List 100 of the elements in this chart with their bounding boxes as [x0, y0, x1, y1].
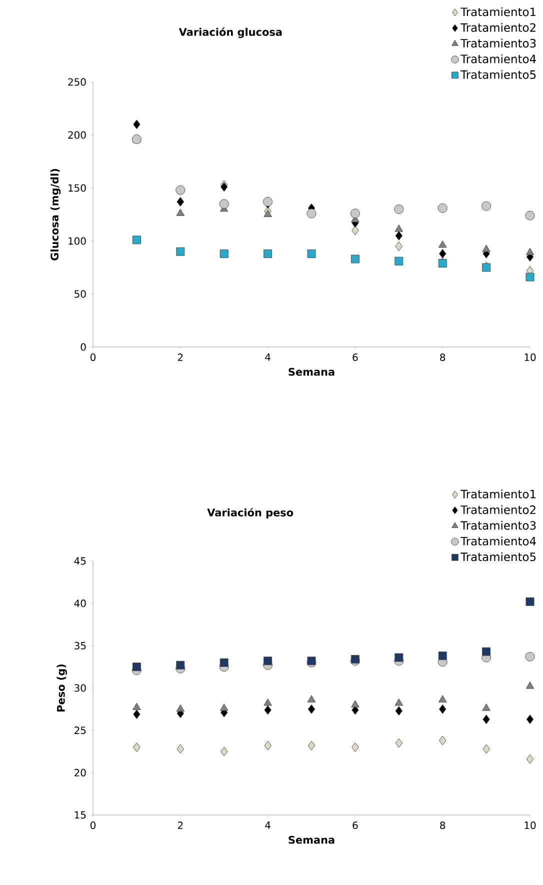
x-tick-label: 2 [178, 822, 183, 829]
y-tick-label: 100 [68, 237, 86, 245]
point [438, 652, 447, 660]
point [220, 658, 228, 667]
point [352, 742, 359, 752]
point [482, 704, 490, 711]
point [176, 208, 185, 216]
point [264, 249, 272, 258]
x-tick-label: 10 [524, 822, 536, 830]
point [264, 705, 272, 715]
point [526, 248, 534, 256]
point [176, 247, 185, 256]
point [438, 240, 447, 248]
point [176, 744, 184, 754]
point [438, 203, 448, 213]
point [526, 714, 534, 724]
point [264, 698, 272, 706]
point [308, 704, 316, 714]
legend-label: Tratamiento5 [460, 70, 536, 79]
point [526, 682, 534, 689]
chart-title: Variación glucosa [178, 27, 282, 38]
y-tick-label: 35 [74, 642, 86, 650]
y-tick-label: 150 [68, 184, 86, 192]
point [395, 738, 403, 748]
point [351, 700, 360, 708]
x-axis-title: Semana [288, 368, 334, 376]
legend-label: Tratamiento3 [460, 520, 536, 530]
point [264, 656, 272, 666]
point [350, 254, 360, 264]
point [220, 746, 228, 756]
point [525, 652, 535, 662]
point [133, 709, 140, 719]
point [133, 120, 140, 130]
x-tick-label: 0 [90, 822, 96, 830]
point [306, 208, 316, 218]
point [132, 236, 141, 244]
point [350, 208, 360, 218]
point [438, 695, 447, 702]
x-tick-label: 8 [440, 354, 446, 362]
y-tick-label: 200 [68, 131, 86, 139]
x-tick-label: 10 [524, 354, 536, 362]
y-tick-label: 0 [80, 343, 86, 351]
point [132, 702, 141, 710]
point [526, 754, 534, 764]
x-tick-label: 4 [265, 822, 270, 829]
y-axis-title: Glucosa (mg/dl) [50, 169, 61, 260]
y-axis-title: Peso (g) [56, 664, 67, 712]
point [132, 662, 141, 672]
point [438, 736, 446, 746]
point [482, 714, 490, 724]
point [133, 742, 140, 752]
legend-label: Tratamiento2 [460, 23, 536, 32]
x-tick-label: 6 [352, 354, 358, 362]
point [482, 244, 490, 252]
y-tick-label: 15 [74, 811, 86, 819]
point [220, 704, 228, 711]
y-tick-label: 30 [74, 684, 86, 692]
point [219, 199, 229, 209]
point [350, 654, 360, 664]
point [394, 698, 404, 706]
point [308, 740, 316, 750]
y-tick-label: 50 [74, 290, 86, 298]
point [176, 704, 185, 712]
x-tick-label: 2 [178, 354, 183, 361]
point [526, 272, 534, 282]
point [482, 647, 491, 656]
point [395, 242, 403, 252]
point [220, 249, 228, 258]
point [394, 256, 404, 266]
point [482, 744, 490, 754]
legend-label: Tratamiento4 [460, 54, 536, 64]
point [395, 230, 403, 240]
point [395, 706, 403, 716]
y-tick-label: 45 [74, 557, 86, 565]
point [525, 210, 535, 220]
point [394, 224, 404, 232]
point [264, 210, 272, 217]
point [438, 704, 446, 714]
y-tick-label: 25 [74, 726, 86, 734]
point [482, 201, 492, 211]
y-tick-label: 40 [74, 600, 86, 608]
chart-title: Variación peso [207, 508, 294, 518]
x-tick-label: 6 [352, 822, 358, 830]
point [352, 226, 359, 236]
point [394, 653, 404, 662]
point [264, 740, 272, 750]
legend-label: Tratamiento3 [460, 38, 536, 48]
legend-label: Tratamiento5 [460, 552, 536, 562]
x-axis-title: Semana [288, 836, 334, 844]
point [176, 660, 185, 670]
legend-label: Tratamiento2 [460, 505, 536, 514]
legend-label: Tratamiento1 [460, 490, 536, 498]
point [394, 204, 404, 214]
y-tick-label: 250 [68, 78, 86, 86]
point [307, 695, 316, 702]
x-tick-label: 0 [90, 354, 96, 362]
point [438, 248, 446, 258]
point [176, 185, 186, 195]
legend-label: Tratamiento4 [460, 536, 536, 546]
point [307, 249, 316, 258]
